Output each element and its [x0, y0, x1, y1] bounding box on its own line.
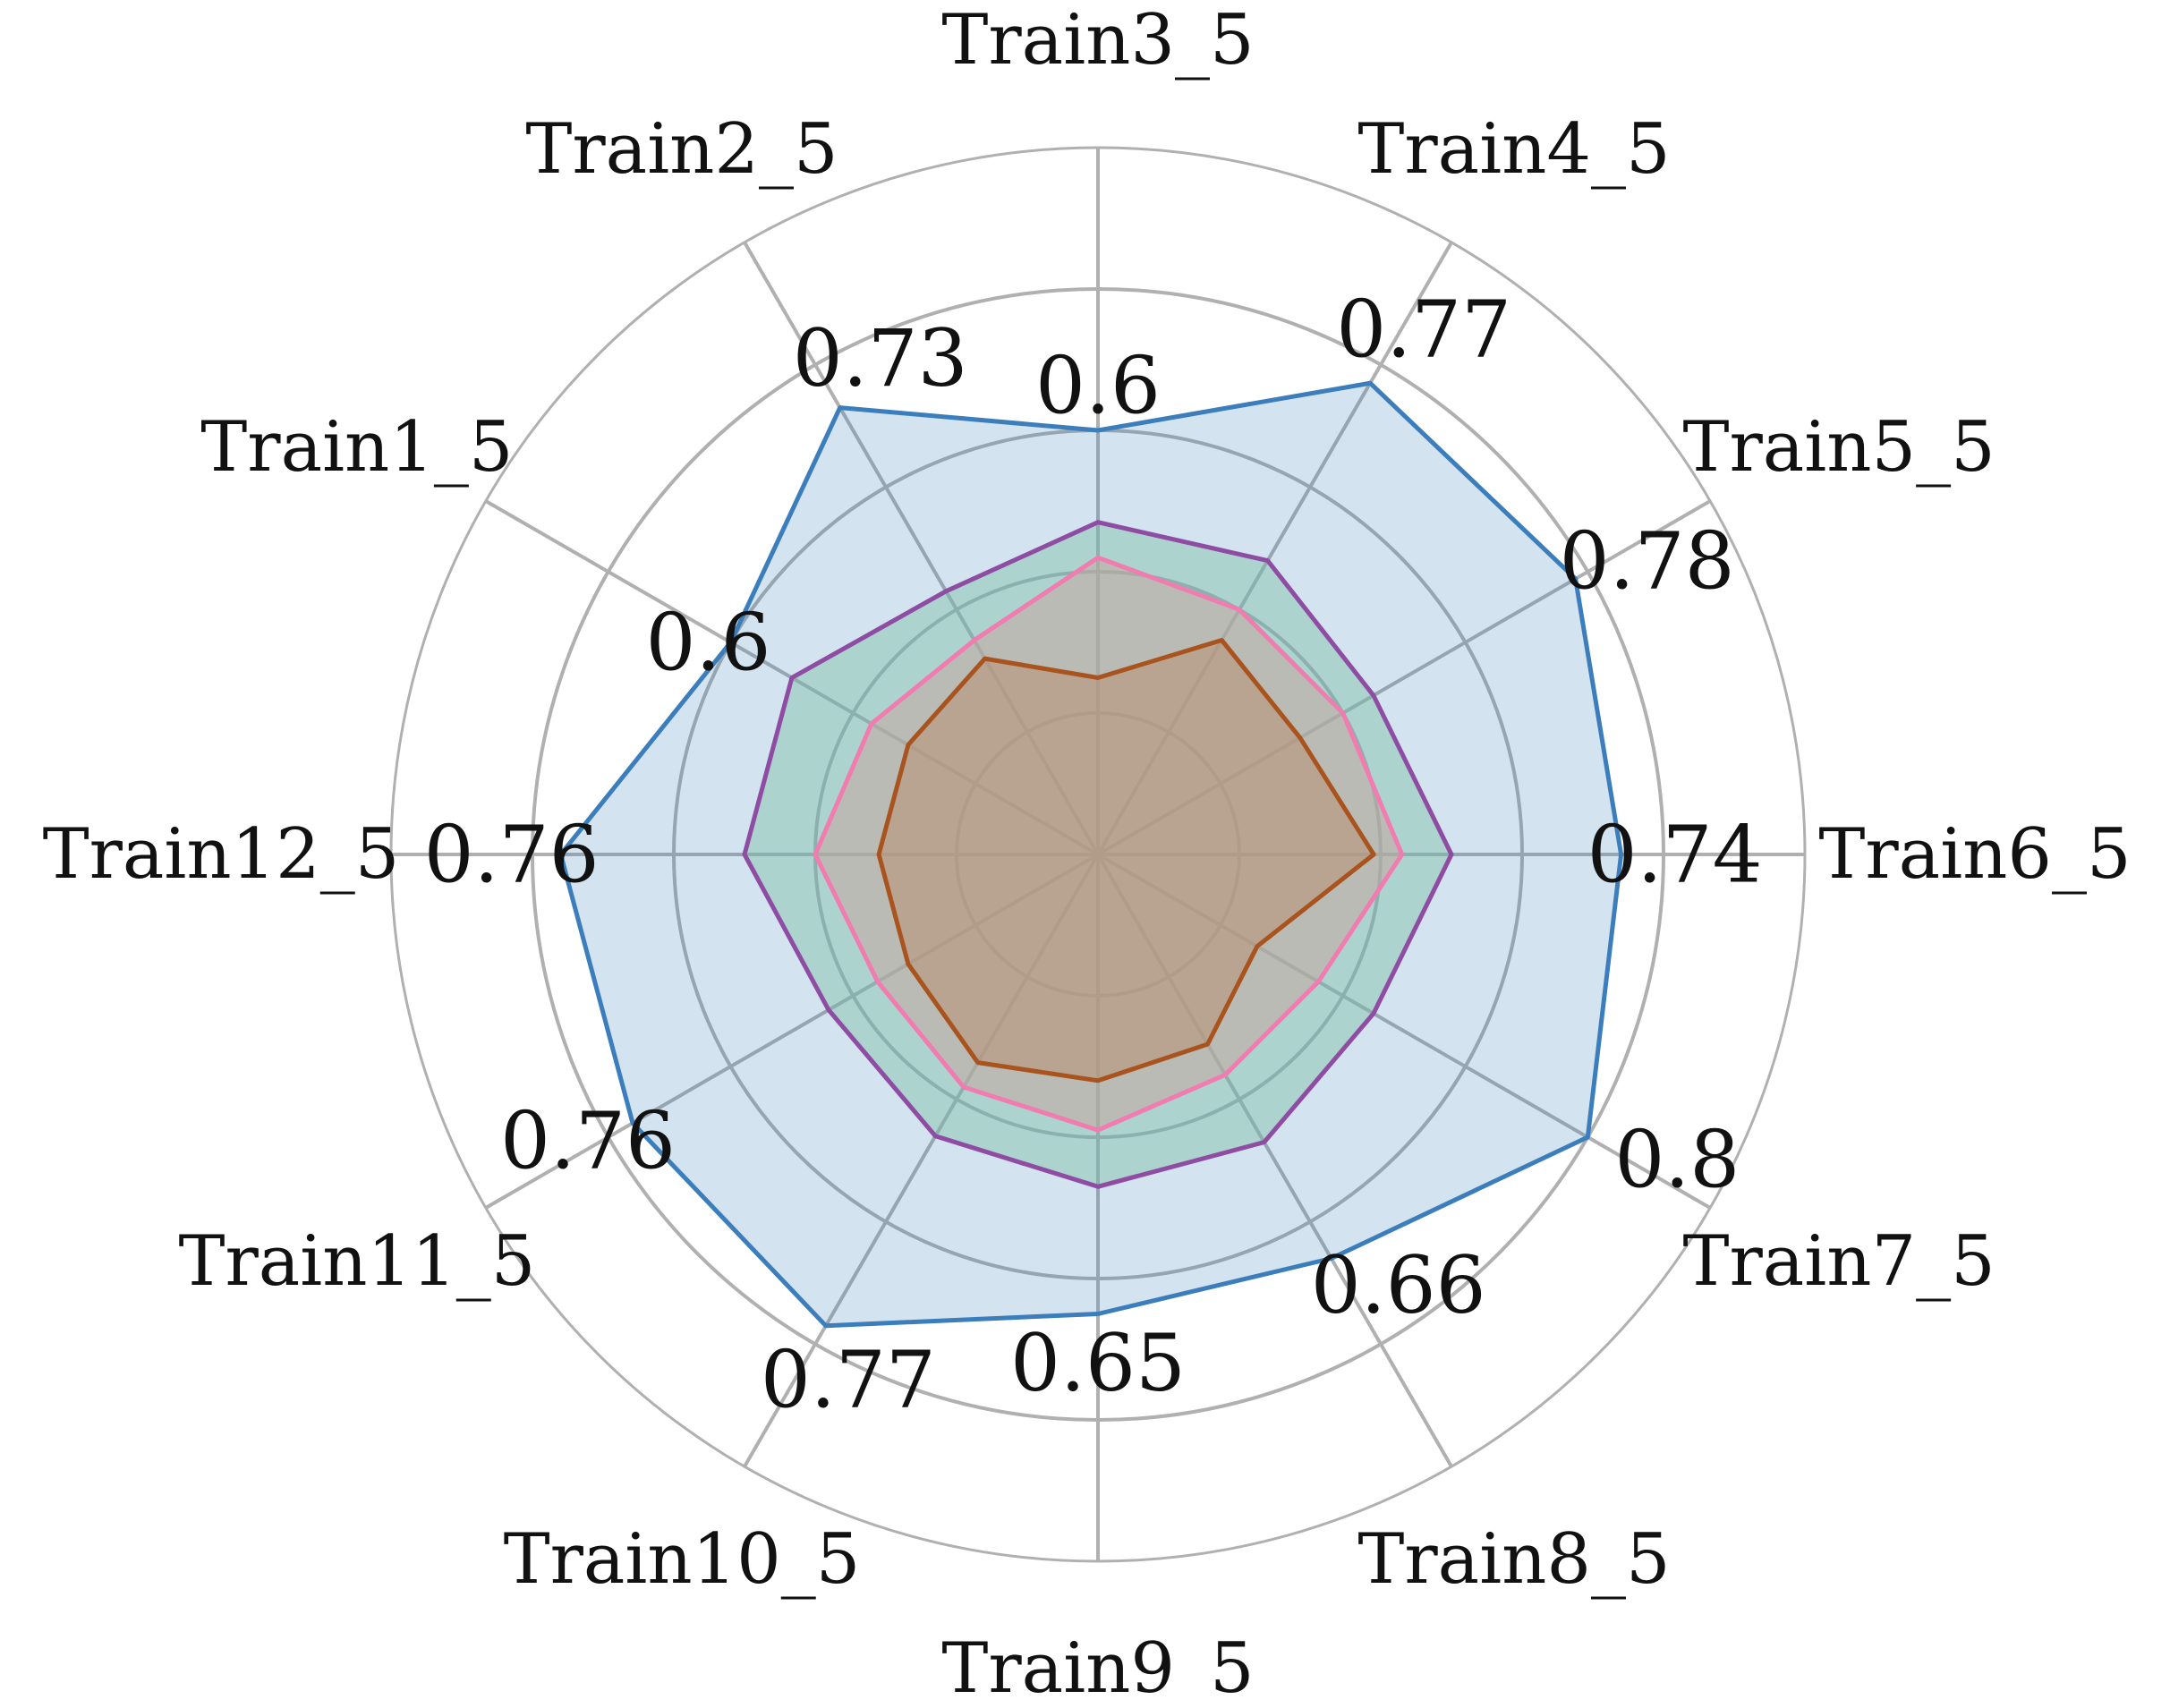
category-label: Train6_5 [1818, 814, 2131, 895]
category-label: Train12_5 [43, 814, 400, 895]
data-label: 0.66 [1311, 1239, 1486, 1331]
data-label: 0.6 [646, 597, 771, 689]
category-label: Train2_5 [525, 109, 838, 190]
data-label: 0.77 [761, 1333, 936, 1425]
category-label: Train8_5 [1357, 1519, 1670, 1600]
data-label: 0.78 [1560, 514, 1735, 607]
category-label: Train5_5 [1682, 407, 1995, 488]
data-label: 0.6 [1035, 340, 1161, 432]
data-label: 0.76 [424, 809, 600, 901]
category-label: Train4_5 [1357, 109, 1670, 190]
category-label: Train3_5 [941, 0, 1254, 81]
category-label: Train1_5 [200, 407, 513, 488]
data-label: 0.74 [1587, 809, 1763, 901]
category-label: Train10_5 [504, 1519, 861, 1600]
data-label: 0.65 [1010, 1317, 1186, 1409]
data-label: 0.77 [1336, 284, 1511, 376]
category-label: Train7_5 [1682, 1221, 1995, 1302]
data-label: 0.8 [1614, 1114, 1740, 1206]
data-label: 0.76 [500, 1095, 676, 1187]
category-label: Train11_5 [178, 1221, 535, 1302]
category-label: Train9_5 [941, 1628, 1254, 1704]
data-label: 0.73 [793, 312, 968, 404]
